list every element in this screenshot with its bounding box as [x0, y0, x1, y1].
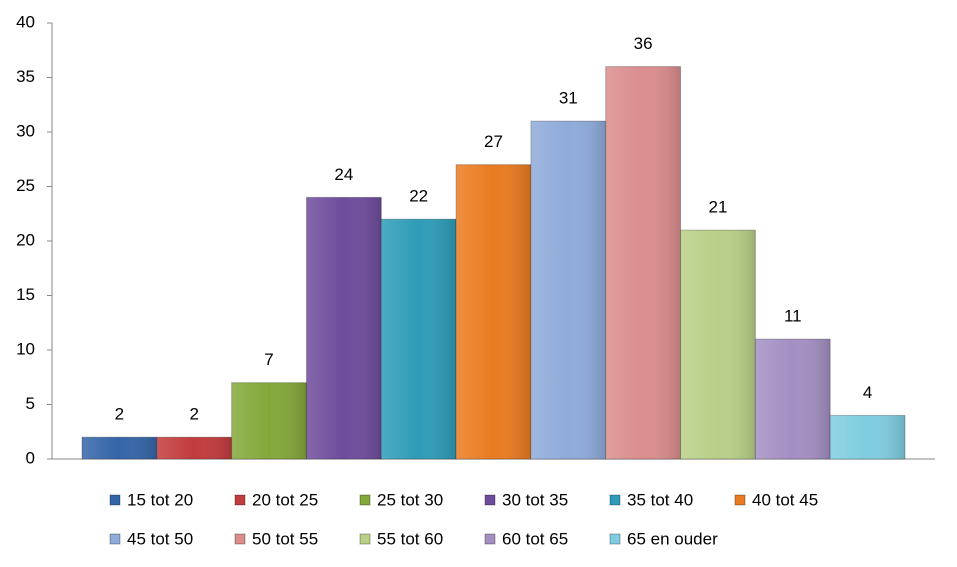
data-label: 2 [115, 405, 124, 424]
legend-label: 20 tot 25 [252, 490, 318, 509]
data-label: 21 [708, 198, 727, 217]
data-label: 31 [559, 89, 578, 108]
data-label: 24 [334, 165, 353, 184]
y-tick-label: 35 [16, 67, 35, 86]
legend-label: 60 tot 65 [502, 529, 568, 548]
legend-swatch [609, 533, 621, 545]
bar [305, 196, 382, 460]
legend-label: 65 en ouder [627, 529, 718, 548]
bar [231, 382, 307, 460]
y-tick-label: 20 [16, 230, 35, 249]
legend-swatch [484, 494, 496, 506]
bar [829, 414, 906, 460]
legend-label: 55 tot 60 [377, 529, 443, 548]
data-label: 22 [409, 187, 428, 206]
bar [455, 164, 532, 460]
legend-swatch [359, 494, 371, 506]
legend-swatch [484, 533, 496, 545]
y-tick-label: 25 [16, 176, 35, 195]
bar [156, 436, 233, 460]
y-tick-label: 15 [16, 285, 35, 304]
legend-swatch [109, 533, 121, 545]
legend-swatch [359, 533, 371, 545]
y-tick-label: 10 [16, 339, 35, 358]
bar [530, 120, 607, 460]
legend-label: 45 tot 50 [127, 529, 193, 548]
y-tick-label: 40 [16, 12, 35, 31]
legend-label: 30 tot 35 [502, 490, 568, 509]
y-tick-label: 0 [26, 448, 35, 467]
bar [81, 436, 158, 460]
legend-swatch [109, 494, 121, 506]
bar [605, 66, 682, 460]
data-label: 7 [264, 350, 273, 369]
legend-label: 25 tot 30 [377, 490, 443, 509]
data-label: 2 [189, 405, 198, 424]
bar [680, 229, 756, 460]
legend-label: 35 tot 40 [627, 490, 693, 509]
legend-swatch [734, 494, 746, 506]
legend-label: 40 tot 45 [752, 490, 818, 509]
data-label: 36 [634, 34, 653, 53]
data-label: 27 [484, 132, 503, 151]
y-tick-label: 5 [26, 394, 35, 413]
data-label: 4 [863, 383, 872, 402]
legend-swatch [234, 533, 246, 545]
legend-swatch [234, 494, 246, 506]
y-tick-label: 30 [16, 121, 35, 140]
bar [380, 218, 457, 460]
data-label: 11 [784, 307, 802, 326]
legend-label: 50 tot 55 [252, 529, 318, 548]
legend-label: 15 tot 20 [127, 490, 193, 509]
bar [754, 338, 831, 460]
legend-swatch [609, 494, 621, 506]
